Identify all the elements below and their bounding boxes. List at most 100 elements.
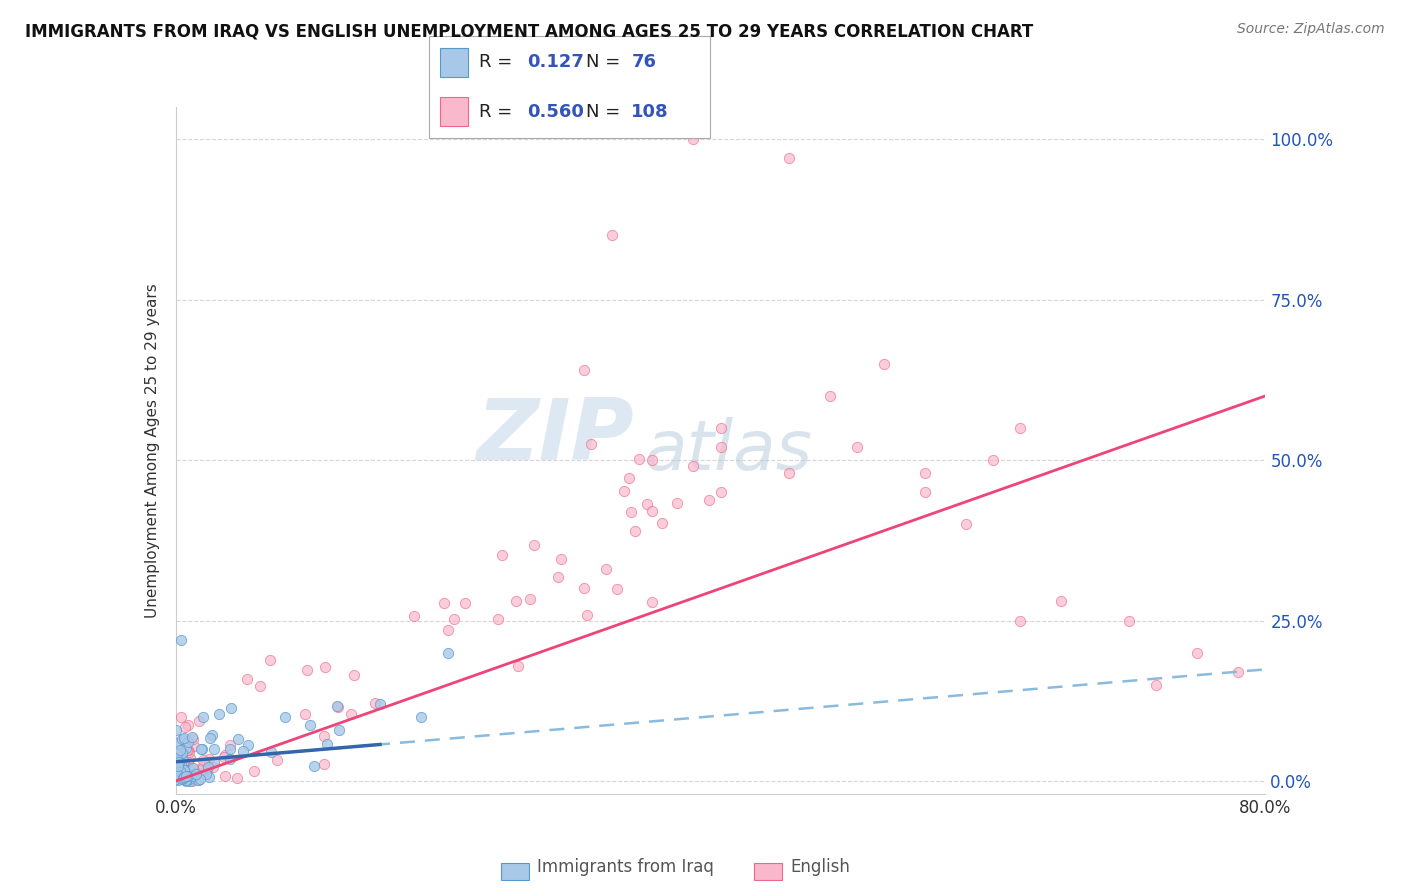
Point [165, 762, 187, 776]
Point [226, 772, 249, 786]
Point [169, 762, 191, 776]
Point [176, 734, 198, 748]
Point [914, 466, 936, 480]
Point [328, 723, 350, 737]
FancyBboxPatch shape [501, 863, 529, 880]
Point [165, 736, 187, 750]
Point [710, 440, 733, 454]
Point [170, 758, 193, 772]
Point [176, 743, 198, 757]
Point [173, 720, 195, 734]
Point [166, 764, 188, 778]
Point [845, 440, 868, 454]
Point [981, 453, 1004, 467]
Point [436, 623, 458, 637]
FancyBboxPatch shape [440, 48, 468, 77]
Point [169, 710, 191, 724]
Point [191, 760, 214, 774]
Point [219, 742, 242, 756]
Point [198, 752, 221, 766]
Point [166, 767, 188, 781]
Point [183, 739, 205, 753]
Point [173, 755, 195, 769]
Point [226, 731, 249, 746]
Point [174, 772, 197, 786]
Point [636, 497, 658, 511]
Point [326, 700, 349, 714]
Text: R =: R = [479, 103, 519, 120]
Point [326, 698, 349, 713]
Text: English: English [790, 858, 851, 876]
Point [343, 668, 366, 682]
Point [221, 701, 243, 715]
Point [173, 731, 195, 745]
Point [187, 766, 209, 780]
Point [236, 672, 259, 686]
Point [197, 760, 219, 774]
Point [170, 632, 193, 647]
Point [491, 548, 513, 562]
Point [1187, 646, 1209, 660]
Point [314, 660, 336, 674]
Point [179, 773, 201, 788]
Point [295, 663, 318, 677]
FancyBboxPatch shape [440, 97, 468, 126]
Point [186, 767, 208, 781]
Text: 0.127: 0.127 [527, 54, 583, 71]
Point [174, 773, 197, 788]
Point [575, 607, 598, 622]
Point [174, 741, 197, 756]
Point [298, 718, 321, 732]
Point [1010, 614, 1032, 628]
Point [453, 596, 475, 610]
Point [174, 765, 197, 780]
Point [173, 770, 195, 784]
Point [259, 653, 281, 667]
Point [778, 466, 800, 480]
Point [595, 562, 617, 576]
Point [620, 505, 643, 519]
Point [166, 750, 188, 764]
Point [167, 755, 190, 769]
Point [179, 751, 201, 765]
Point [191, 710, 214, 724]
Point [179, 764, 201, 778]
Point [214, 747, 236, 762]
Point [437, 646, 460, 660]
Point [166, 767, 188, 781]
Point [167, 759, 190, 773]
Point [188, 772, 211, 786]
Point [169, 748, 191, 763]
Point [177, 745, 200, 759]
Point [505, 594, 527, 608]
Point [208, 706, 231, 721]
Point [627, 452, 650, 467]
Point [666, 496, 689, 510]
Point [169, 771, 191, 785]
Text: R =: R = [479, 54, 519, 71]
Point [873, 357, 896, 371]
Point [641, 453, 664, 467]
Point [169, 747, 191, 761]
Point [181, 731, 204, 745]
Point [166, 750, 188, 764]
Point [368, 697, 391, 711]
Text: IMMIGRANTS FROM IRAQ VS ENGLISH UNEMPLOYMENT AMONG AGES 25 TO 29 YEARS CORRELATI: IMMIGRANTS FROM IRAQ VS ENGLISH UNEMPLOY… [25, 22, 1033, 40]
Point [486, 611, 509, 625]
Point [172, 771, 194, 785]
Point [682, 132, 704, 146]
Point [183, 768, 205, 782]
Point [167, 766, 190, 780]
Point [314, 729, 336, 743]
Point [190, 762, 212, 776]
Point [600, 228, 623, 243]
Point [174, 734, 197, 748]
Point [202, 756, 225, 770]
Point [172, 756, 194, 771]
Point [167, 760, 190, 774]
Point [312, 757, 335, 772]
Point [170, 772, 193, 787]
Point [1010, 421, 1032, 435]
Point [170, 767, 193, 781]
Point [201, 760, 224, 774]
